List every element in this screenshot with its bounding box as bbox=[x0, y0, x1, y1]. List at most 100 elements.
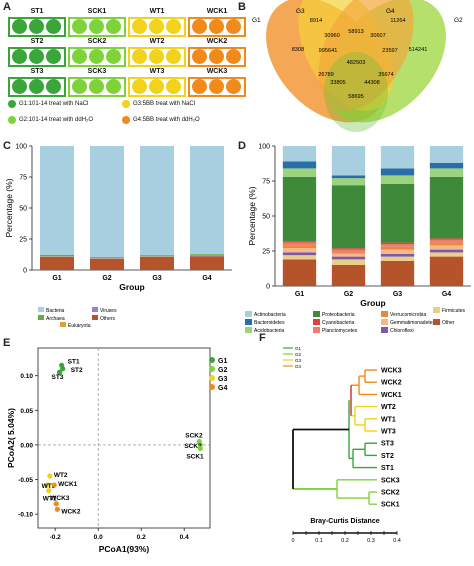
legend-label: Proteobacteria bbox=[322, 312, 355, 318]
legend-swatch bbox=[381, 311, 388, 317]
legend-dot bbox=[209, 357, 215, 363]
point-label: WCK3 bbox=[50, 495, 70, 502]
panel-label-c: C bbox=[3, 140, 11, 152]
point-label: SCK2 bbox=[185, 432, 203, 439]
venn-diagram: G1 G3 G4 G2 8914 11264 30960 58913 30607 8308… bbox=[252, 0, 463, 132]
bar-segment bbox=[282, 176, 317, 242]
bar-segment bbox=[331, 249, 366, 253]
plant-dot bbox=[149, 19, 164, 34]
sample-name-wck1: WCK1 bbox=[206, 8, 228, 15]
bar-segment bbox=[331, 259, 366, 265]
y-tick-label: 50 bbox=[19, 206, 27, 213]
y-tick-label: 0 bbox=[23, 268, 27, 275]
x-tick-label: 0.2 bbox=[341, 538, 349, 544]
legend-label: Planctomycetes bbox=[322, 328, 358, 334]
sample-name-st2: ST2 bbox=[30, 38, 44, 45]
scatter-point bbox=[46, 488, 52, 494]
sample-box-wt2 bbox=[128, 47, 186, 67]
y-tick-label: 25 bbox=[19, 237, 27, 244]
x-tick-label: G3 bbox=[152, 275, 161, 282]
panel-label-e: E bbox=[3, 337, 11, 349]
x-tick-label: G3 bbox=[393, 291, 402, 298]
y-tick-label: -0.05 bbox=[18, 477, 33, 484]
legend-label: G1:101-14 treat with NaCl bbox=[19, 101, 89, 107]
sample-box-wck2 bbox=[188, 47, 246, 67]
legend-label: Cyanobacteria bbox=[322, 320, 354, 326]
x-axis-title: Bray-Curtis Distance bbox=[310, 518, 379, 525]
plant-dot bbox=[46, 79, 61, 94]
point-label: WCK1 bbox=[58, 481, 78, 488]
bar-segment bbox=[282, 248, 317, 253]
bar-segment bbox=[429, 162, 464, 169]
plant-dot bbox=[192, 49, 207, 64]
legend-label: Others bbox=[100, 316, 116, 322]
plant-dot bbox=[12, 49, 27, 64]
legend-label: Acidobacteria bbox=[254, 328, 285, 334]
plant-dot bbox=[29, 79, 44, 94]
point-label: SCK1 bbox=[186, 453, 204, 460]
bar-segment bbox=[140, 146, 174, 256]
legend-label: G1 bbox=[295, 346, 302, 351]
bar-segment bbox=[331, 265, 366, 286]
y-tick-label: 75 bbox=[19, 175, 27, 182]
venn-count: 35674 bbox=[378, 72, 394, 78]
panel-label-b: B bbox=[238, 1, 246, 13]
point-label: ST3 bbox=[52, 374, 64, 381]
bar-segment bbox=[429, 242, 464, 246]
bar-segment bbox=[429, 239, 464, 243]
venn-count: 30607 bbox=[370, 33, 386, 39]
bar-segment bbox=[380, 242, 415, 244]
point-label: ST2 bbox=[71, 367, 83, 374]
leaf-label: WT3 bbox=[381, 429, 396, 436]
y-tick-label: 50 bbox=[262, 214, 270, 221]
scatter-point bbox=[45, 482, 51, 488]
venn-set-g2: G2 bbox=[454, 17, 463, 24]
panel-label-f: F bbox=[259, 332, 266, 344]
plant-dot bbox=[89, 19, 104, 34]
legend-label: Firmicutes bbox=[442, 308, 466, 314]
legend-swatch bbox=[245, 327, 252, 333]
bar-segment bbox=[140, 256, 174, 270]
legend-label: G2 bbox=[218, 367, 227, 374]
venn-core bbox=[324, 52, 388, 132]
sample-box-wck1 bbox=[188, 17, 246, 37]
bar-segment bbox=[40, 256, 74, 270]
legend-label: Chloroflexi bbox=[390, 328, 414, 334]
plant-dot bbox=[46, 49, 61, 64]
bar-segment bbox=[380, 249, 415, 254]
bar-segment bbox=[140, 255, 174, 257]
sample-box-st3 bbox=[8, 77, 66, 97]
x-tick-label: 0 bbox=[291, 538, 294, 544]
leaf-label: WCK2 bbox=[381, 380, 402, 387]
legend-label: Other bbox=[442, 320, 455, 326]
bar-segment bbox=[380, 183, 415, 243]
y-axis-title: Percentage (%) bbox=[247, 186, 257, 245]
legend-swatch bbox=[92, 315, 98, 320]
legend-label: G4 bbox=[295, 364, 302, 369]
bar-segment bbox=[282, 161, 317, 169]
x-tick-label: 0.0 bbox=[94, 534, 103, 541]
plant-dot bbox=[106, 19, 121, 34]
bar-segment bbox=[282, 259, 317, 286]
bar-segment bbox=[282, 252, 317, 256]
panel-label-d: D bbox=[238, 140, 246, 152]
leaf-label: ST2 bbox=[381, 453, 394, 460]
bar-segment bbox=[429, 168, 464, 177]
x-tick-label: G1 bbox=[52, 275, 61, 282]
bar-segment bbox=[429, 245, 464, 250]
scatter-point bbox=[197, 445, 203, 451]
legend-dot bbox=[122, 116, 130, 124]
legend-swatch bbox=[313, 327, 320, 333]
bar-segment bbox=[331, 256, 366, 260]
sample-box-wck3 bbox=[188, 77, 246, 97]
plant-dot bbox=[46, 19, 61, 34]
venn-count: 58695 bbox=[348, 94, 364, 100]
leaf-label: WCK3 bbox=[381, 368, 402, 375]
leaf-label: WT1 bbox=[381, 416, 396, 423]
plant-dot bbox=[226, 79, 241, 94]
legend-dot bbox=[209, 366, 215, 372]
bar-segment bbox=[331, 178, 366, 186]
sample-name-sck1: SCK1 bbox=[87, 8, 107, 15]
sample-box-wt1 bbox=[128, 17, 186, 37]
